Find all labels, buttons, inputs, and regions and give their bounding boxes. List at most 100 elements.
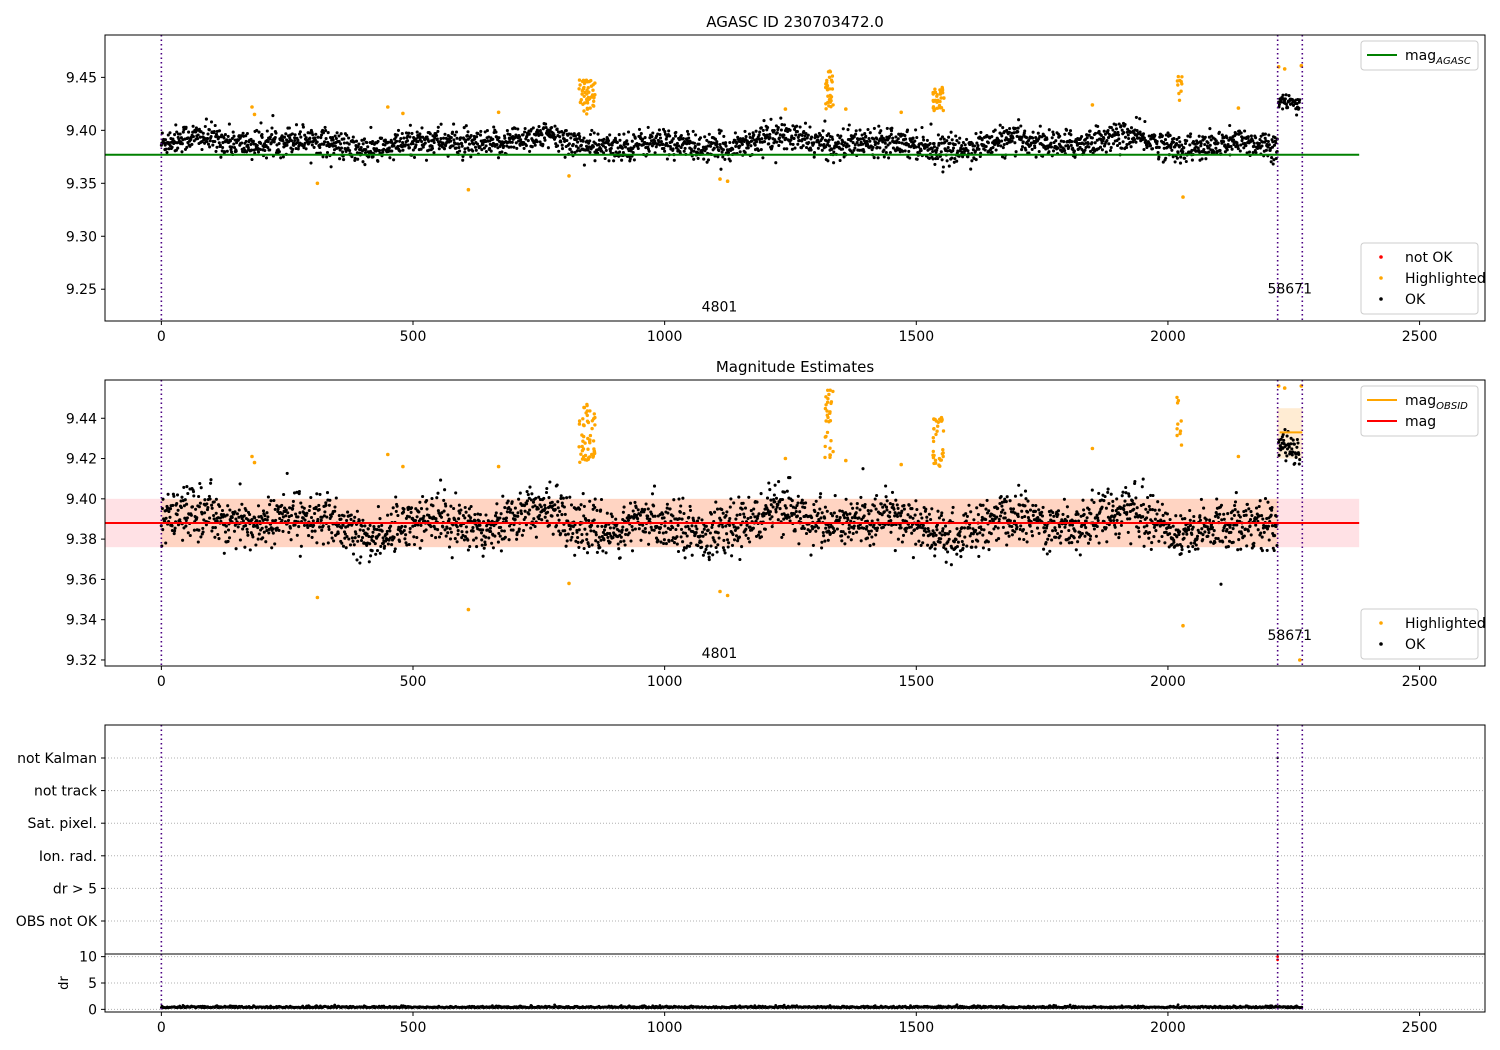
estimates-panel-ok-point [705,544,709,548]
estimates-panel-ok-point [299,501,303,505]
agasc-panel-ok-point [761,128,765,132]
estimates-panel-ok-point [321,524,325,528]
agasc-panel-highlighted-point [580,92,584,96]
estimates-panel-ok-point [823,505,827,509]
agasc-panel-highlighted-point [931,98,935,103]
estimates-panel-ok-point [266,495,270,499]
estimates-panel-ok-point [650,492,655,496]
estimates-panel-ok-point [602,528,607,532]
agasc-panel-ok-point [496,156,501,160]
agasc-panel-ok-point [339,142,343,146]
agasc-panel-ok-point [871,145,875,149]
agasc-panel-plot-area [105,63,1360,199]
estimates-panel-ok-point [298,511,302,515]
agasc-panel-ok-point [1218,149,1222,153]
estimates-panel-ok-point [501,494,505,498]
estimates-panel-ok-point [407,515,411,519]
estimates-panel-ok-point [295,533,299,537]
agasc-panel-ok-point [268,135,272,139]
estimates-panel-ok-point [798,510,802,514]
estimates-panel-ok-point [882,510,886,514]
agasc-panel-ok-point [461,158,465,162]
agasc-panel-ok-point [842,143,846,147]
agasc-panel-ok-point [206,132,210,136]
agasc-panel-ok-point [677,138,682,142]
estimates-panel-ok-point [1037,531,1041,535]
agasc-panel-ok-point [626,142,630,146]
estimates-panel-ok-point [960,539,964,544]
agasc-panel-ok-point [436,125,440,129]
estimates-panel-ok-point [1024,497,1028,501]
estimates-panel-ok-point [757,512,761,516]
estimates-panel-ok-point [166,492,170,496]
agasc-panel-ok-point [1111,142,1116,146]
estimates-panel-ok-point [661,512,665,516]
agasc-panel-ok-point [1134,115,1138,119]
estimates-panel-ok-point [404,533,408,537]
estimates-panel-ok-point [376,505,380,509]
agasc-panel-ok-point [335,131,339,135]
estimates-panel-ok-point [392,535,396,539]
agasc-panel-highlighted-point [586,80,590,84]
estimates-panel-ok-point [487,536,491,540]
agasc-panel-ok-point [403,143,408,147]
agasc-panel-ok-point [1239,131,1243,135]
estimates-panel-ok-point [315,541,319,545]
estimates-panel-ok-point [537,517,541,521]
agasc-panel-ok-point [715,145,719,149]
agasc-panel-ok-point [497,136,501,140]
agasc-panel-ok-point [506,140,510,144]
estimates-panel-ok-point [925,519,929,523]
estimates-panel-ok-point [576,535,580,540]
agasc-panel-ok-point [1188,143,1192,147]
agasc-panel-ok-point [735,141,739,145]
agasc-panel-ok-point [1120,146,1124,150]
estimates-panel-ok-point [1030,534,1035,538]
agasc-panel-ok-point [217,135,221,139]
estimates-panel-ok-point [214,497,218,501]
estimates-panel-ok-point [788,476,792,480]
agasc-panel-ok-point [524,144,528,148]
estimates-panel-ok-point [347,537,351,541]
estimates-panel-ok-point [181,538,185,542]
agasc-panel-ok-point [479,129,483,133]
estimates-panel-ok-point [466,548,470,552]
agasc-panel-ok-point [866,127,870,132]
agasc-panel-ok-point [367,155,371,159]
estimates-panel-ok-point [446,513,450,517]
agasc-panel-ok-point [1267,133,1271,137]
estimates-panel-ok-point [896,506,900,510]
estimates-panel-ok-point [625,528,629,532]
agasc-panel-ok-point [521,133,525,137]
estimates-panel-ok-point [825,509,829,513]
estimates-panel-ok-point [979,525,983,529]
estimates-panel-ok-point [534,535,538,539]
agasc-panel-ok-point [650,144,654,148]
estimates-panel-ok-point [681,496,685,500]
estimates-panel-ok-point [518,491,522,495]
agasc-panel-ok-point [1251,150,1255,155]
agasc-panel-ok-point [1201,135,1205,139]
agasc-panel-ok-point [376,159,380,163]
agasc-panel-ok-point [282,135,287,139]
estimates-panel-ok-point [847,523,851,527]
agasc-panel-ok-point [887,156,891,160]
estimates-panel-ok-point [182,485,186,489]
estimates-panel-ok-point [170,524,174,528]
agasc-panel-ok-point [935,146,939,150]
agasc-panel-ok-point [862,138,866,143]
agasc-panel-ok-point [515,146,519,150]
estimates-panel-ok-point [933,554,937,558]
agasc-panel-ok-point [940,135,945,139]
estimates-panel-ok-point [449,530,453,534]
agasc-panel-ok-point [1021,140,1025,144]
estimates-panel-ok-point [893,549,897,553]
estimates-panel-ok-point [701,534,705,538]
estimates-panel-ok-point [220,508,225,513]
agasc-panel-ok-point [309,161,313,165]
estimates-panel-ok-point [599,538,603,542]
estimates-panel-ok-point [681,540,685,544]
agasc-panel-ok-point [407,146,412,150]
agasc-panel-ok-point [966,155,970,159]
estimates-panel-ok-point [320,528,324,532]
